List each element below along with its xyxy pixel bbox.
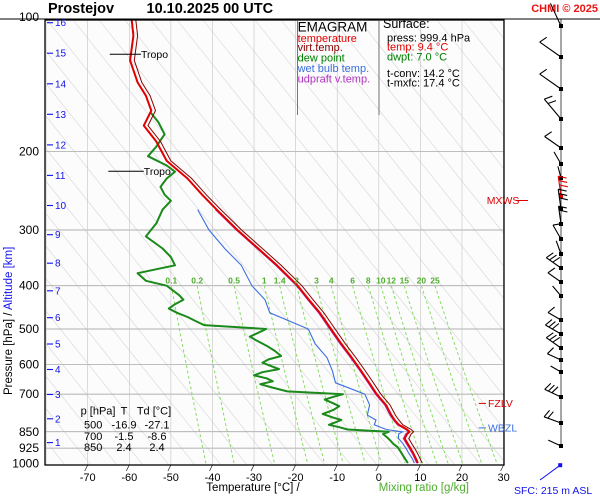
svg-text:1.4: 1.4 [274, 276, 286, 286]
svg-text:850: 850 [84, 442, 102, 454]
svg-text:13: 13 [55, 110, 67, 121]
svg-text:850: 850 [19, 425, 39, 439]
svg-text:MXWS: MXWS [487, 195, 520, 207]
svg-text:T: T [121, 406, 128, 418]
svg-text:Prostejov: Prostejov [48, 1, 114, 17]
svg-text:12: 12 [55, 140, 67, 151]
svg-text:10: 10 [376, 276, 386, 286]
svg-text:2.4: 2.4 [149, 442, 164, 454]
svg-text:12: 12 [387, 276, 397, 286]
svg-text:-50: -50 [163, 472, 179, 484]
svg-text:Surface:: Surface: [383, 17, 430, 31]
svg-text:3: 3 [55, 390, 61, 401]
svg-text:4: 4 [329, 276, 334, 286]
svg-text:20: 20 [417, 276, 427, 286]
svg-text:CHMI © 2025: CHMI © 2025 [531, 3, 598, 15]
svg-text:0.1: 0.1 [165, 276, 177, 286]
svg-text:400: 400 [19, 279, 39, 293]
svg-text:10.10.2025 00 UTC: 10.10.2025 00 UTC [147, 1, 274, 17]
svg-text:500: 500 [19, 322, 39, 336]
svg-text:10: 10 [55, 201, 67, 212]
svg-text:15: 15 [55, 49, 67, 60]
svg-text:-70: -70 [80, 472, 96, 484]
svg-text:FZLV: FZLV [488, 398, 513, 410]
svg-text:dwpt: 7.0 °C: dwpt: 7.0 °C [387, 52, 447, 64]
svg-text:Mixing ratio [g/kg]: Mixing ratio [g/kg] [379, 482, 469, 494]
svg-text:8: 8 [366, 276, 371, 286]
svg-text:t-mxfc: 17.4 °C: t-mxfc: 17.4 °C [387, 78, 460, 90]
svg-text:-10: -10 [329, 472, 345, 484]
svg-text:925: 925 [19, 441, 39, 455]
svg-text:1: 1 [262, 276, 267, 286]
svg-text:16: 16 [55, 18, 67, 29]
svg-text:2: 2 [55, 414, 61, 425]
svg-text:300: 300 [19, 223, 39, 237]
svg-text:600: 600 [19, 357, 39, 371]
svg-text:1000: 1000 [12, 456, 39, 470]
svg-text:5: 5 [55, 340, 61, 351]
svg-text:Td [°C]: Td [°C] [137, 406, 171, 418]
svg-text:Tropo: Tropo [144, 166, 171, 178]
svg-text:Temperature [°C] /: Temperature [°C] / [206, 482, 300, 494]
svg-text:2.4: 2.4 [116, 442, 131, 454]
svg-text:0.5: 0.5 [228, 276, 240, 286]
svg-text:100: 100 [19, 10, 39, 24]
svg-text:p [hPa]: p [hPa] [81, 406, 116, 418]
svg-text:0.2: 0.2 [191, 276, 203, 286]
svg-text:9: 9 [55, 230, 61, 241]
svg-text:udpraft v.temp.: udpraft v.temp. [298, 73, 371, 85]
svg-text:6: 6 [55, 313, 61, 324]
svg-text:8: 8 [55, 259, 61, 270]
svg-text:6: 6 [350, 276, 355, 286]
svg-text:11: 11 [55, 171, 66, 182]
svg-text:Tropo: Tropo [141, 49, 168, 61]
svg-text:2: 2 [294, 276, 299, 286]
svg-text:4: 4 [55, 365, 61, 376]
svg-text:Pressure [hPa] / Altitude [k: Pressure [hPa] / Altitude [km] [3, 247, 15, 395]
svg-text:1: 1 [55, 438, 61, 449]
svg-text:15: 15 [400, 276, 410, 286]
svg-text:30: 30 [497, 472, 509, 484]
svg-text:25: 25 [430, 276, 440, 286]
svg-text:3: 3 [314, 276, 319, 286]
svg-text:WBZL: WBZL [488, 423, 517, 435]
svg-text:7: 7 [55, 286, 61, 297]
svg-text:SFC: 215 m ASL: SFC: 215 m ASL [514, 485, 592, 497]
svg-text:200: 200 [19, 145, 39, 159]
svg-text:-60: -60 [121, 472, 137, 484]
svg-text:14: 14 [55, 79, 67, 90]
svg-text:700: 700 [19, 387, 39, 401]
